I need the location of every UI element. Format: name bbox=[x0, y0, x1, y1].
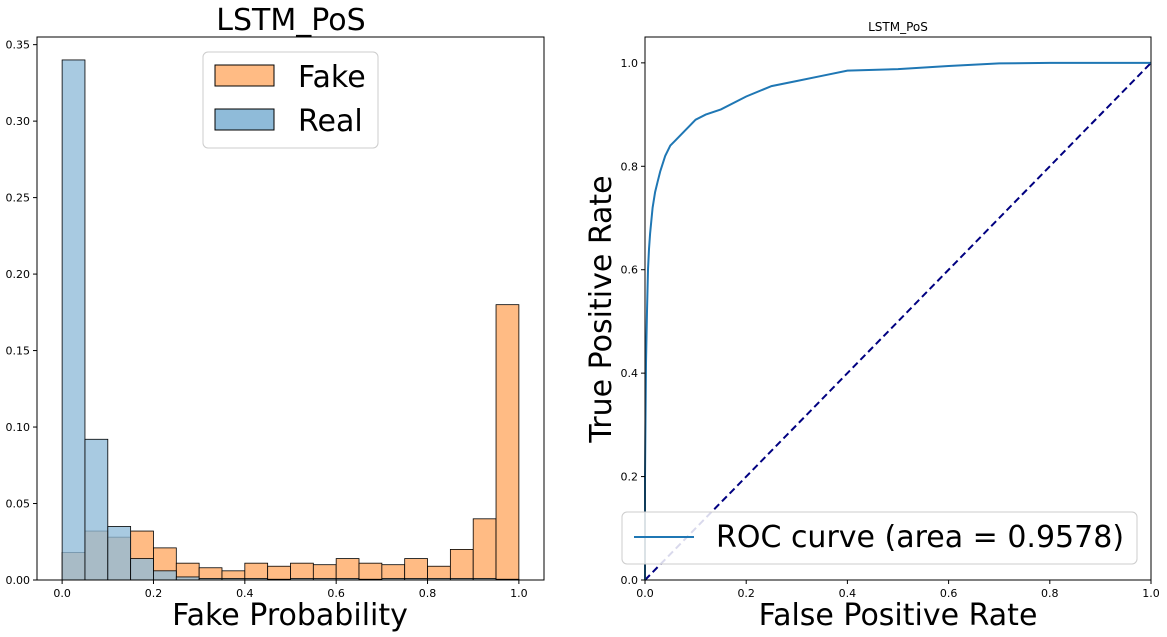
y-tick-label: 0.00 bbox=[6, 574, 31, 587]
bar-fake-16 bbox=[427, 565, 451, 581]
legend-label-fake: Fake bbox=[298, 60, 366, 95]
bar-fake-8 bbox=[244, 562, 269, 581]
x-tick-label: 1.0 bbox=[1142, 587, 1160, 600]
x-tick-label: 0.4 bbox=[839, 587, 857, 600]
roc-lines bbox=[644, 61, 1152, 581]
y-tick-label: 0.05 bbox=[6, 498, 31, 511]
chance-diagonal-line bbox=[644, 62, 1152, 581]
roc-x-ticks: 0.0 0.2 0.4 0.6 0.8 1.0 bbox=[636, 580, 1160, 600]
x-tick-label: 0.6 bbox=[327, 587, 345, 600]
bar-real-2 bbox=[107, 526, 132, 581]
x-tick-label: 0.4 bbox=[236, 587, 254, 600]
bar-real-4 bbox=[153, 570, 177, 581]
y-tick-label: 0.25 bbox=[6, 192, 31, 205]
roc-y-ticks: 0.0 0.2 0.4 0.6 0.8 1.0 bbox=[621, 57, 645, 587]
roc-curve-line bbox=[644, 61, 1151, 580]
bar-fake-15 bbox=[404, 558, 428, 581]
bar-real-3 bbox=[130, 558, 154, 581]
roc-axes-frame bbox=[644, 36, 1152, 581]
histogram-bars bbox=[61, 59, 520, 581]
y-tick-label: 0.20 bbox=[6, 268, 31, 281]
y-tick-label: 0.6 bbox=[621, 264, 639, 277]
roc-legend-box bbox=[621, 511, 1138, 565]
bar-fake-13 bbox=[358, 562, 383, 581]
bar-fake-10 bbox=[290, 562, 314, 581]
y-tick-label: 0.8 bbox=[621, 160, 639, 173]
histogram-x-ticks: 0.0 0.2 0.4 0.6 0.8 1.0 bbox=[53, 580, 528, 600]
bar-fake-9 bbox=[267, 565, 291, 581]
x-tick-label: 0.0 bbox=[53, 587, 71, 600]
y-tick-label: 0.2 bbox=[621, 471, 639, 484]
x-tick-label: 0.0 bbox=[636, 587, 654, 600]
y-tick-label: 0.15 bbox=[6, 345, 31, 358]
bar-fake-19 bbox=[495, 304, 520, 581]
bar-fake-11 bbox=[312, 564, 337, 581]
y-tick-label: 0.35 bbox=[6, 39, 31, 52]
histogram-plot: LSTM_PoS 0.0 0.2 0.4 0.6 0.8 1.0 0.00 0.05 0.10… bbox=[6, 3, 545, 633]
x-tick-label: 1.0 bbox=[510, 587, 528, 600]
bar-real-1 bbox=[84, 438, 109, 581]
y-tick-label: 0.30 bbox=[6, 115, 31, 128]
histogram-y-ticks: 0.00 0.05 0.10 0.15 0.20 0.25 0.30 0.35 bbox=[6, 39, 37, 587]
histogram-title: LSTM_PoS bbox=[216, 3, 365, 38]
roc-legend: ROC curve (area = 0.9578) bbox=[621, 511, 1138, 565]
roc-title: LSTM_PoS bbox=[868, 20, 928, 34]
roc-plot: LSTM_PoS 0.0 0.2 0.4 0.6 0.8 1.0 0.0 0.2 0.4 0.6… bbox=[584, 20, 1160, 633]
y-tick-label: 1.0 bbox=[621, 57, 639, 70]
bar-fake-14 bbox=[381, 564, 406, 581]
bar-fake-18 bbox=[472, 518, 497, 581]
legend-label-real: Real bbox=[298, 104, 363, 139]
x-tick-label: 0.2 bbox=[145, 587, 163, 600]
histogram-legend: Fake Real bbox=[202, 51, 379, 149]
y-tick-label: 0.0 bbox=[621, 574, 639, 587]
bar-fake-12 bbox=[335, 558, 360, 581]
x-tick-label: 0.8 bbox=[419, 587, 437, 600]
legend-label-roc-curve: ROC curve (area = 0.9578) bbox=[716, 520, 1124, 555]
x-tick-label: 0.2 bbox=[737, 587, 755, 600]
y-tick-label: 0.4 bbox=[621, 367, 639, 380]
roc-x-axis-label: False Positive Rate bbox=[759, 598, 1038, 633]
legend-swatch-fake bbox=[214, 64, 275, 87]
roc-y-axis-label: True Positive Rate bbox=[584, 175, 619, 443]
histogram-x-axis-label: Fake Probability bbox=[172, 598, 408, 633]
histogram-axes-frame bbox=[36, 36, 545, 581]
x-tick-label: 0.6 bbox=[940, 587, 958, 600]
x-tick-label: 0.8 bbox=[1041, 587, 1059, 600]
bar-real-0 bbox=[61, 59, 86, 581]
bar-fake-17 bbox=[449, 549, 474, 581]
legend-swatch-real bbox=[214, 108, 275, 131]
y-tick-label: 0.10 bbox=[6, 421, 31, 434]
